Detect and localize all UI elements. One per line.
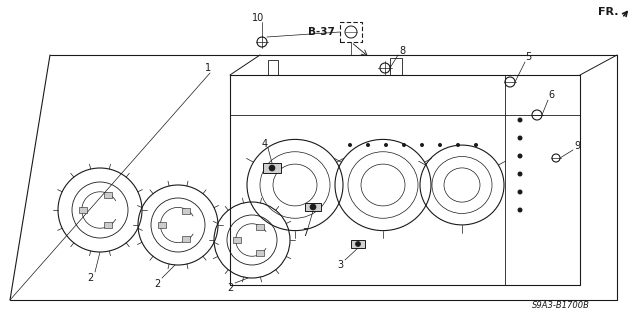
Circle shape <box>456 143 460 147</box>
Text: 10: 10 <box>252 13 264 23</box>
Circle shape <box>310 204 316 210</box>
Polygon shape <box>182 208 190 214</box>
Text: 2: 2 <box>87 273 93 283</box>
Text: 8: 8 <box>399 46 405 56</box>
Circle shape <box>474 143 478 147</box>
Circle shape <box>384 143 388 147</box>
Polygon shape <box>79 207 87 213</box>
Polygon shape <box>158 222 166 228</box>
Circle shape <box>518 189 522 195</box>
Polygon shape <box>255 224 264 230</box>
Circle shape <box>355 241 360 247</box>
Circle shape <box>348 143 352 147</box>
Text: 7: 7 <box>302 228 308 238</box>
Circle shape <box>518 117 522 122</box>
Text: B-37: B-37 <box>308 27 335 37</box>
Polygon shape <box>104 192 113 198</box>
Text: 2: 2 <box>154 279 160 289</box>
Text: 9: 9 <box>574 141 580 151</box>
Circle shape <box>269 165 275 171</box>
Polygon shape <box>182 236 190 242</box>
Circle shape <box>518 172 522 176</box>
Text: 4: 4 <box>262 139 268 149</box>
Text: 5: 5 <box>525 52 531 62</box>
Circle shape <box>518 153 522 159</box>
Text: 2: 2 <box>227 283 233 293</box>
Polygon shape <box>233 237 241 243</box>
Circle shape <box>366 143 370 147</box>
Text: 3: 3 <box>337 260 343 270</box>
Polygon shape <box>351 240 365 248</box>
Text: 6: 6 <box>548 90 554 100</box>
Circle shape <box>518 207 522 212</box>
Polygon shape <box>255 250 264 256</box>
Circle shape <box>420 143 424 147</box>
Polygon shape <box>305 203 321 211</box>
Text: 1: 1 <box>205 63 211 73</box>
Circle shape <box>518 136 522 140</box>
Polygon shape <box>263 163 281 173</box>
Text: FR.: FR. <box>598 7 618 17</box>
Polygon shape <box>104 222 113 227</box>
Text: S9A3-B1700B: S9A3-B1700B <box>532 300 590 309</box>
Circle shape <box>402 143 406 147</box>
Circle shape <box>438 143 442 147</box>
